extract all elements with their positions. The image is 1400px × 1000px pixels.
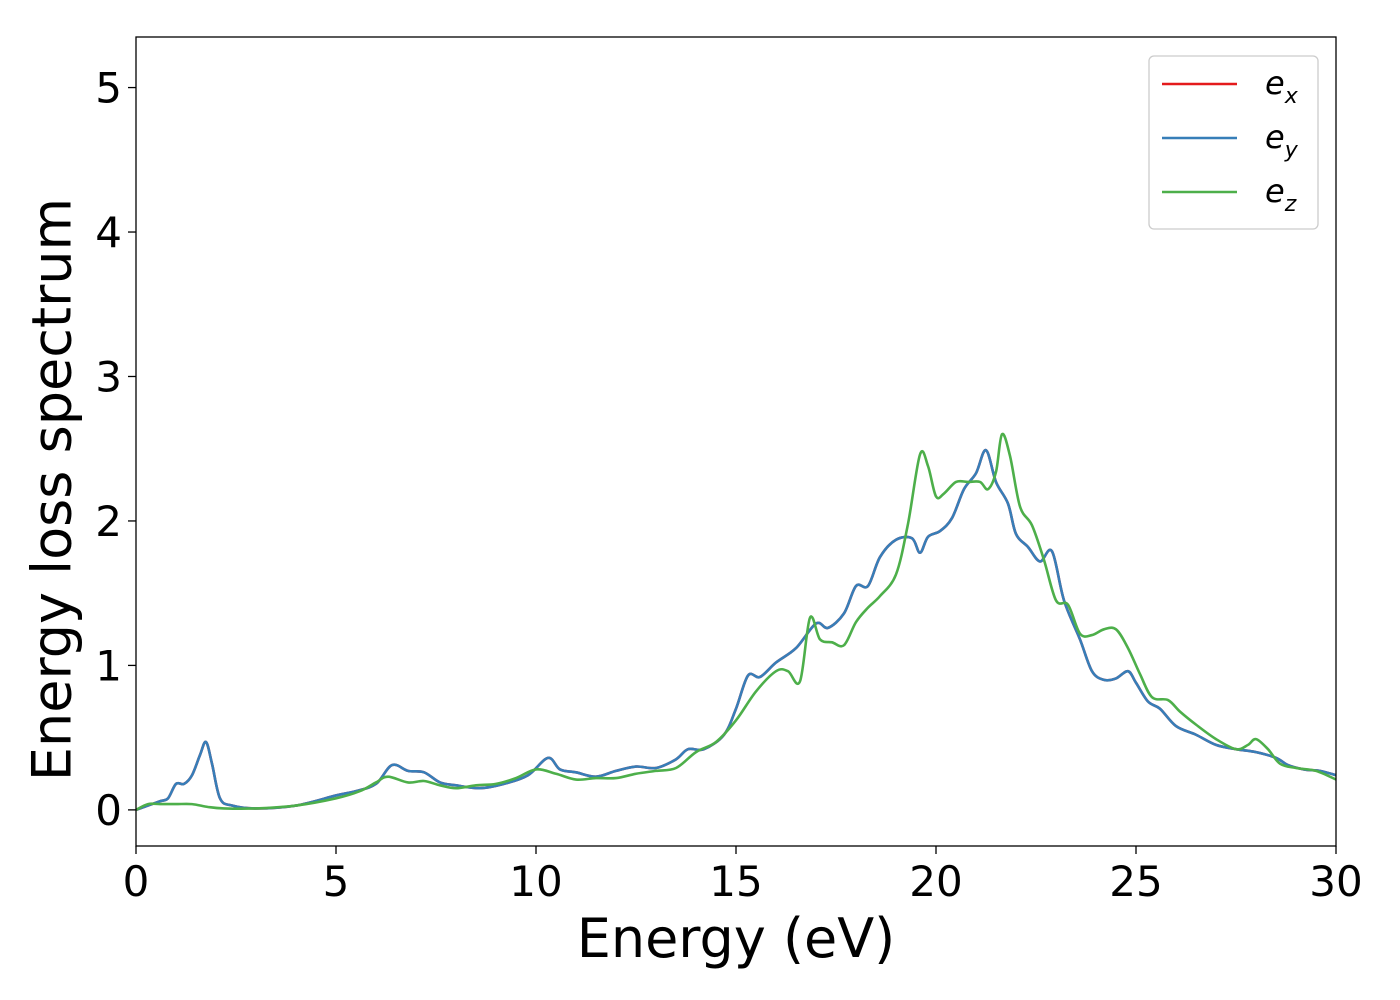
y-axis-label: Energy loss spectrum xyxy=(21,198,84,781)
legend-symbol: e xyxy=(1265,172,1285,210)
legend-symbol: e xyxy=(1265,118,1285,156)
x-tick-label: 30 xyxy=(1309,857,1362,906)
x-tick-label: 10 xyxy=(509,857,562,906)
x-tick-label: 15 xyxy=(709,857,762,906)
y-tick-label: 3 xyxy=(95,352,122,401)
y-tick-label: 5 xyxy=(95,64,122,113)
legend-subscript: x xyxy=(1284,84,1299,109)
x-tick-label: 20 xyxy=(909,857,962,906)
legend-subscript: z xyxy=(1284,192,1297,217)
y-tick-label: 1 xyxy=(95,641,122,690)
legend-symbol: e xyxy=(1265,64,1285,102)
x-tick-label: 25 xyxy=(1109,857,1162,906)
x-tick-label: 0 xyxy=(123,857,150,906)
x-axis-label: Energy (eV) xyxy=(577,907,896,970)
legend-subscript: y xyxy=(1284,138,1299,163)
y-tick-label: 4 xyxy=(95,208,122,257)
y-tick-label: 0 xyxy=(95,786,122,835)
x-tick-label: 5 xyxy=(323,857,350,906)
y-tick-label: 2 xyxy=(95,497,122,546)
